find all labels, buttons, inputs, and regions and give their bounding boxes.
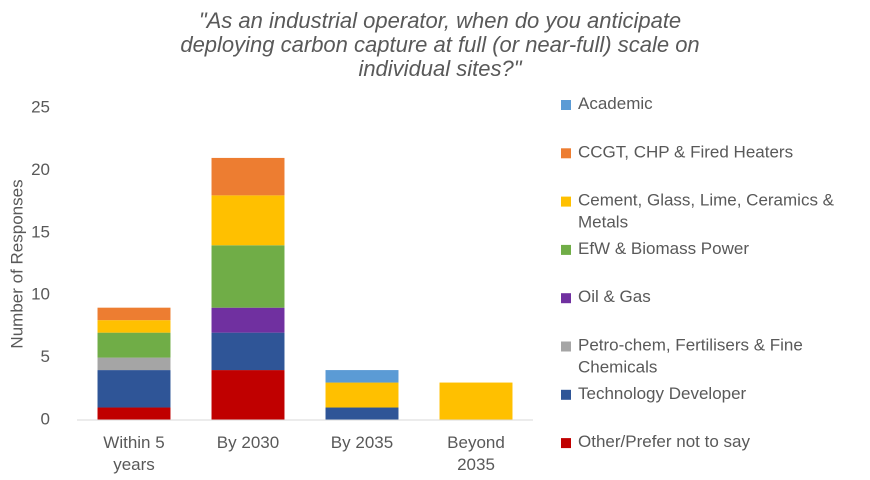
legend-swatch [561, 389, 571, 400]
y-tick-label: 10 [31, 285, 50, 304]
bar-segment [97, 307, 171, 321]
bar-segment [325, 407, 399, 420]
y-tick-label: 15 [31, 222, 50, 241]
bar-segment [211, 307, 285, 333]
legend-swatch [561, 244, 571, 255]
y-tick-label: 5 [41, 347, 50, 366]
x-tick-label: Within 5 years [103, 433, 164, 474]
legend-swatch [561, 293, 571, 304]
x-tick-label: Beyond 2035 [447, 433, 505, 474]
legend-swatch [561, 196, 571, 207]
legend-swatch [561, 438, 571, 449]
chart-title: "As an industrial operator, when do you … [180, 8, 699, 81]
bar-segment [439, 382, 513, 420]
legend-swatch [561, 100, 571, 110]
y-tick-label: 20 [31, 160, 50, 179]
y-axis-title: Number of Responses [7, 179, 26, 348]
bar-segment [325, 382, 399, 408]
y-tick-label: 0 [41, 409, 50, 428]
x-tick-label: By 2035 [331, 433, 393, 452]
bar-segment [211, 195, 285, 246]
bar-segment [211, 332, 285, 371]
legend-label: Petro-chem, Fertilisers & Fine Chemicals [578, 336, 803, 377]
bar-segment [97, 370, 171, 408]
bar-segment [97, 407, 171, 420]
bar-segment [97, 357, 171, 371]
legend-label: EfW & Biomass Power [578, 239, 749, 258]
bar-segment [211, 370, 285, 420]
x-tick-label: By 2030 [217, 433, 279, 452]
legend-label: Cement, Glass, Lime, Ceramics & Metals [578, 191, 835, 232]
legend-label: Technology Developer [578, 384, 747, 403]
legend-label: Oil & Gas [578, 288, 651, 307]
legend-label: Other/Prefer not to say [578, 433, 750, 452]
legend-swatch [561, 341, 571, 352]
legend-swatch [561, 148, 571, 159]
y-tick-label: 25 [31, 97, 50, 116]
bar-segment [97, 320, 171, 333]
bar-segment [97, 332, 171, 358]
legend-label: CCGT, CHP & Fired Heaters [578, 143, 793, 162]
bar-segment [211, 245, 285, 308]
bar-segment [211, 157, 285, 196]
bar-segment [325, 370, 399, 383]
legend-label: Academic [578, 94, 653, 113]
